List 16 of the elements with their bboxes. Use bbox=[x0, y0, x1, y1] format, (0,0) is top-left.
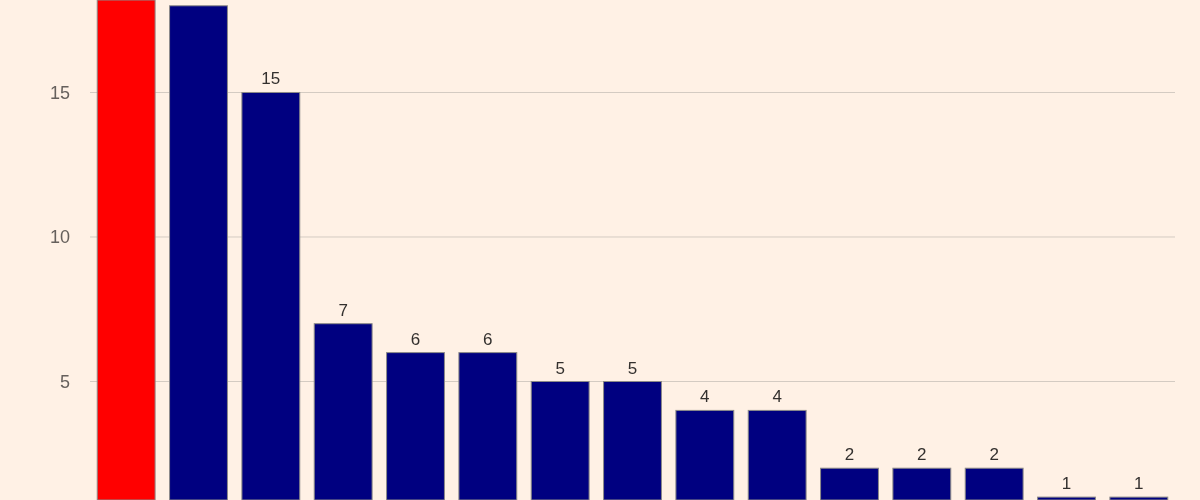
data-label: 15 bbox=[261, 69, 281, 89]
data-label: 6 bbox=[410, 329, 421, 349]
data-label: 1 bbox=[1134, 474, 1144, 494]
data-label: 2 bbox=[844, 445, 855, 465]
y-tick-label: 5 bbox=[59, 371, 70, 392]
data-label: 5 bbox=[555, 358, 565, 378]
data-label: 4 bbox=[700, 387, 710, 407]
y-tick-label: 15 bbox=[49, 82, 70, 103]
data-label: 5 bbox=[627, 358, 638, 378]
data-label: 6 bbox=[483, 329, 493, 349]
data-label: 7 bbox=[338, 300, 348, 320]
data-label: 2 bbox=[989, 445, 999, 465]
data-label: 2 bbox=[917, 445, 927, 465]
y-tick-label: 10 bbox=[49, 227, 70, 248]
data-label: 1 bbox=[1061, 474, 1072, 494]
data-label: 4 bbox=[772, 387, 782, 407]
